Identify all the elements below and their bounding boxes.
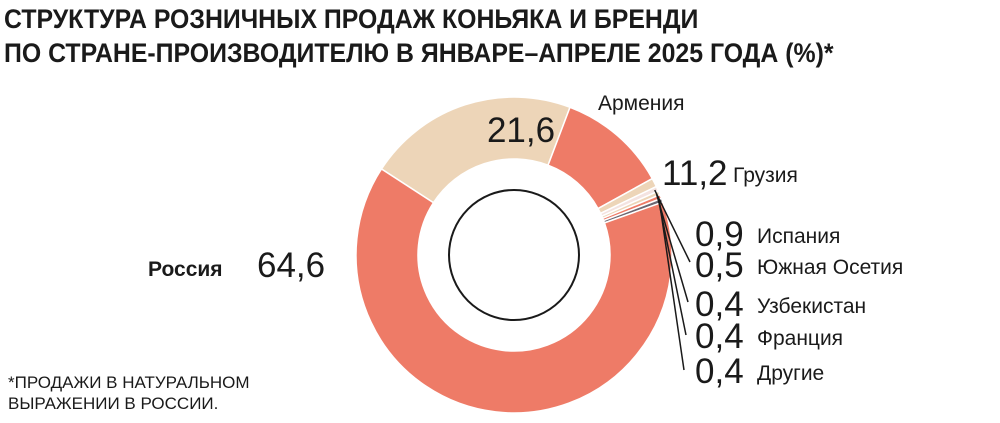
leader-line-3 <box>654 189 691 263</box>
chart-title-line-1: СТРУКТУРА РОЗНИЧНЫХ ПРОДАЖ КОНЬЯКА И БРЕ… <box>4 4 699 34</box>
slice-value-other: 0,4 <box>695 352 744 391</box>
slice-label-other: Другие <box>757 362 824 385</box>
donut-slices <box>355 96 673 414</box>
leader-line-4 <box>655 193 689 303</box>
slice-label-armenia: Армения <box>598 92 685 115</box>
slice-7 <box>355 167 673 414</box>
slice-label-france: Франция <box>757 327 843 350</box>
chart-title: СТРУКТУРА РОЗНИЧНЫХ ПРОДАЖ КОНЬЯКА И БРЕ… <box>4 2 917 70</box>
slice-value-armenia: 21,6 <box>487 111 555 150</box>
slice-labels: 21,6 Армения 11,2 Грузия 0,9 Испания 0,5 Южная … <box>148 92 903 391</box>
footnote-line-2: ВЫРАЖЕНИИ В РОССИИ. <box>8 394 219 413</box>
slice-value-georgia: 11,2 <box>662 154 728 193</box>
chart-title-line-2: ПО СТРАНЕ-ПРОИЗВОДИТЕЛЮ В ЯНВАРЕ–АПРЕЛЕ … <box>4 38 834 68</box>
center-circle-outline <box>448 189 580 321</box>
slice-label-russia: Россия <box>148 258 223 281</box>
slice-label-georgia: Грузия <box>733 164 798 187</box>
slice-value-uzbekistan: 0,4 <box>695 285 744 324</box>
slice-label-spain: Испания <box>757 225 840 248</box>
slice-value-south-ossetia: 0,5 <box>695 246 744 285</box>
slice-value-spain: 0,9 <box>695 215 744 254</box>
footnote-line-1: *ПРОДАЖИ В НАТУРАЛЬНОМ <box>8 373 250 392</box>
slice-label-south-ossetia: Южная Осетия <box>757 256 903 279</box>
slice-value-france: 0,4 <box>695 317 744 356</box>
leader-lines <box>654 189 691 371</box>
slice-value-russia: 64,6 <box>257 246 325 285</box>
footnote: *ПРОДАЖИ В НАТУРАЛЬНОМ ВЫРАЖЕНИИ В РОССИ… <box>8 372 250 414</box>
slice-0 <box>380 96 571 204</box>
slice-label-uzbekistan: Узбекистан <box>757 295 866 318</box>
leader-line-6 <box>658 201 685 371</box>
